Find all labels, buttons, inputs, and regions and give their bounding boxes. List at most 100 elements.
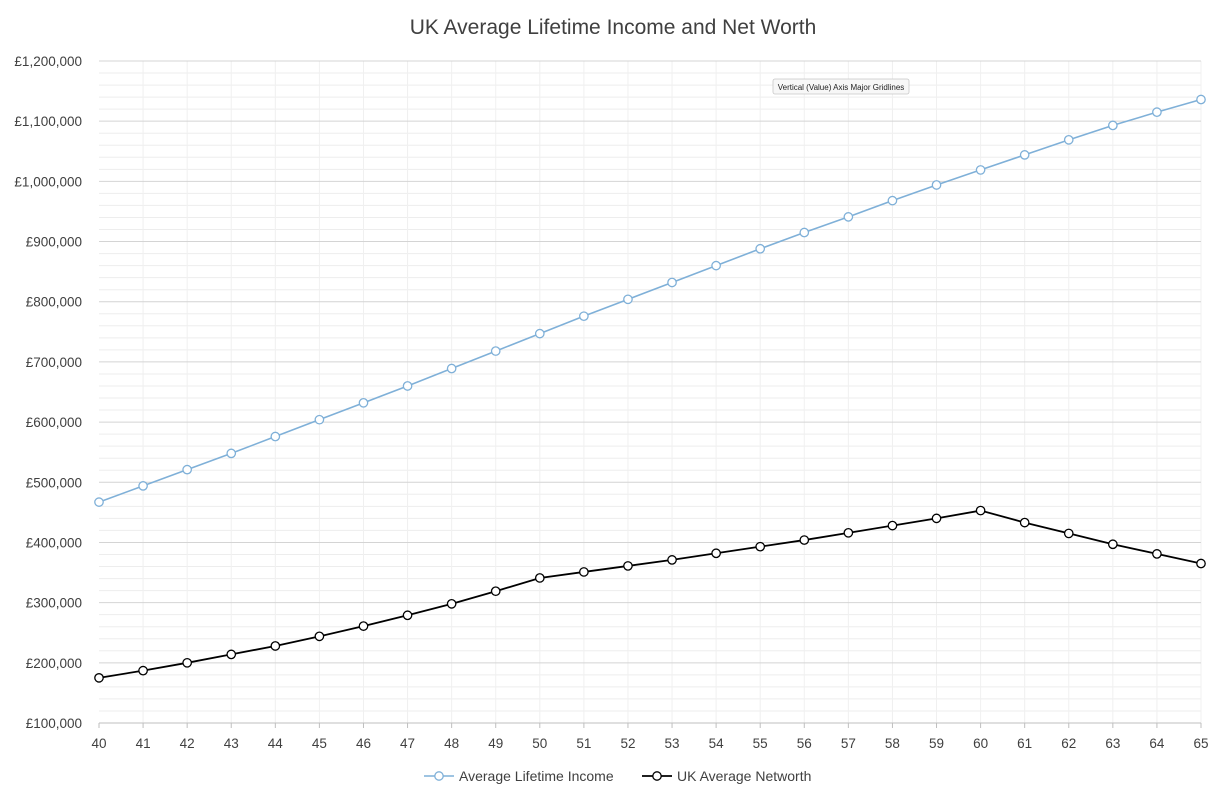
data-point [1063,528,1074,539]
legend-marker [652,771,662,781]
data-point [1152,107,1162,118]
data-point [975,505,986,516]
data-point [226,448,237,459]
data-point [711,548,721,559]
data-point [534,328,545,339]
x-tick-label: 58 [885,736,900,751]
data-point [534,573,545,583]
x-tick-label: 64 [1149,736,1165,751]
data-point [623,561,633,571]
y-tick-label: £1,100,000 [14,114,82,129]
x-tick-label: 54 [709,736,725,751]
x-tick-label: 47 [400,736,415,751]
x-tick-label: 41 [136,736,151,751]
data-point [402,381,413,391]
data-point [314,631,325,642]
series-average-lifetime-income [94,94,1206,507]
data-point [94,673,104,683]
data-point [799,535,810,545]
gridline-tooltip: Vertical (Value) Axis Major Gridlines [772,78,910,95]
data-point [975,165,986,175]
data-point [490,586,501,597]
data-point [711,260,721,271]
data-point [1107,120,1118,131]
tooltip-box [772,78,910,95]
x-tick-label: 53 [665,736,680,751]
data-point [270,641,281,651]
y-axis-tick-labels: £100,000 £200,000 £300,000 £400,000 £500,000… [14,54,82,731]
y-tick-label: £300,000 [26,596,82,611]
x-tick-label: 46 [356,736,371,751]
x-tick-label: 45 [312,736,327,751]
x-tick-label: 60 [973,736,988,751]
x-tick-label: 40 [91,736,106,751]
data-point [94,497,104,507]
data-point [314,414,325,425]
y-tick-label: £1,000,000 [14,174,82,189]
x-tick-label: 44 [268,736,284,751]
data-point [138,665,148,676]
y-tick-label: £900,000 [26,235,82,250]
legend-item: Average Lifetime Income [424,768,614,784]
legend-label: Average Lifetime Income [459,768,614,784]
data-point [1196,558,1206,569]
y-tick-label: £100,000 [26,716,82,731]
x-tick-label: 55 [753,736,768,751]
data-point [182,657,193,668]
x-tick-label: 43 [224,736,239,751]
x-tick-label: 49 [488,736,503,751]
x-axis-tick-labels: 40 41 42 43 44 45 46 47 48 49 50 51 52 53 54 55 56 57 58 59… [91,736,1208,751]
y-tick-label: £500,000 [26,475,82,490]
series-line [98,509,1202,679]
series-uk-average-networth [94,505,1206,683]
data-point [667,277,677,288]
y-tick-label: £1,200,000 [14,54,82,69]
data-point [579,567,589,577]
chart-title: UK Average Lifetime Income and Net Worth [410,16,817,39]
x-tick-label: 65 [1193,736,1208,751]
y-tick-label: £600,000 [26,415,82,430]
data-point [931,180,942,190]
tooltip-label: Vertical (Value) Axis Major Gridlines [778,83,905,92]
data-point [358,397,369,408]
major-gridlines[interactable] [99,60,1201,724]
x-tick-label: 59 [929,736,944,751]
data-point [755,243,766,254]
data-point [226,649,237,660]
series-layer [94,94,1206,683]
y-tick-label: £800,000 [26,295,82,310]
data-point [1019,150,1030,160]
x-axis [98,722,1202,728]
data-point [1063,134,1074,145]
data-point [799,227,810,238]
minor-gridlines [99,61,1202,723]
x-tick-label: 48 [444,736,459,751]
data-point [887,520,898,531]
data-point [843,212,854,222]
data-point [182,464,193,475]
y-tick-label: £400,000 [26,535,82,550]
x-tick-label: 61 [1017,736,1032,751]
data-point [358,621,369,631]
data-point [270,431,281,442]
x-tick-label: 50 [532,736,547,751]
data-point [1107,539,1118,550]
data-point [623,294,633,305]
series-line [98,98,1202,503]
data-point [490,346,501,356]
data-point [1019,517,1030,528]
data-point [843,527,854,538]
data-point [1152,549,1162,559]
data-point [887,195,898,206]
data-point [446,598,457,609]
data-point [755,541,766,552]
data-point [402,610,413,621]
x-tick-label: 63 [1105,736,1120,751]
data-point [138,481,148,491]
x-tick-label: 56 [797,736,812,751]
x-tick-label: 57 [841,736,856,751]
x-tick-label: 51 [576,736,591,751]
legend-marker [434,771,444,781]
y-tick-label: £200,000 [26,656,82,671]
